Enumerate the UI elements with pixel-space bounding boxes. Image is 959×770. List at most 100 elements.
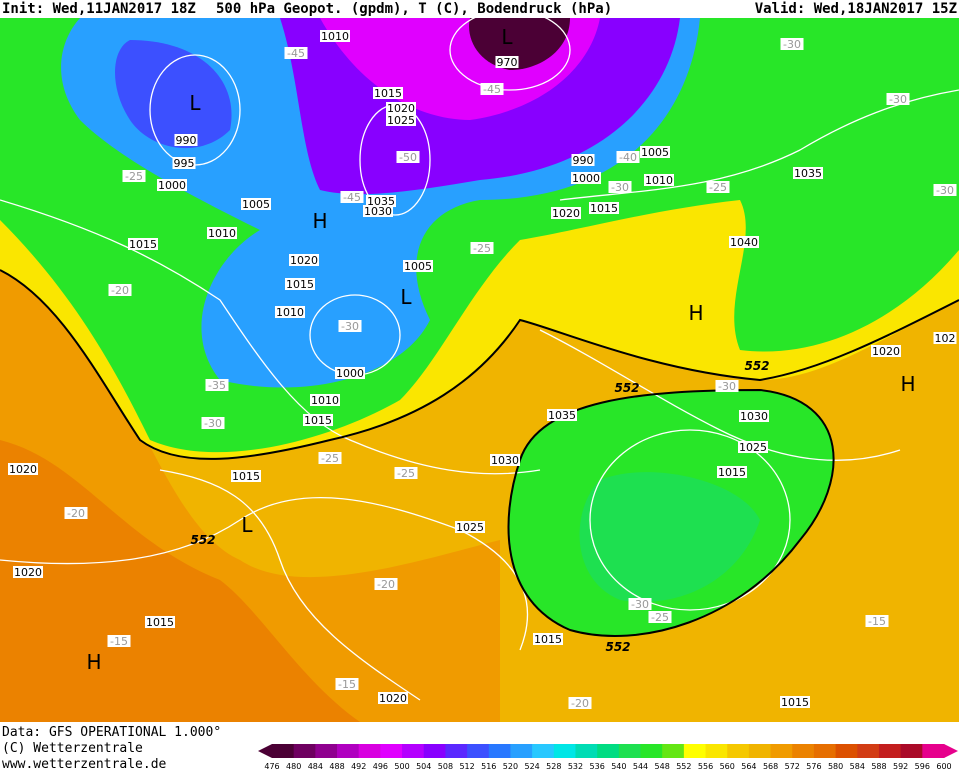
colorbar-label: 588 [871, 762, 886, 770]
colorbar-swatch [272, 744, 295, 758]
label-box [871, 345, 901, 357]
colorbar-label: 540 [611, 762, 626, 770]
label-box [205, 379, 229, 391]
temperature-label: -15 [868, 615, 886, 628]
contour-552-label: 552 [190, 533, 215, 547]
label-box [455, 521, 485, 533]
data-source: Data: GFS OPERATIONAL 1.000° [2, 725, 221, 740]
label-box [145, 616, 175, 628]
isobar-label: 1030 [491, 454, 519, 467]
colorbar-swatch [878, 744, 902, 758]
colorbar-swatch [813, 744, 837, 758]
colorbar-label: 544 [633, 762, 648, 770]
label-box [8, 463, 38, 475]
temperature-label: -30 [631, 598, 649, 611]
map-labels: 1010-45L970-30L990995-251000101510201025… [8, 25, 957, 710]
label-box [470, 242, 494, 254]
label-box [547, 409, 577, 421]
isobar-label: 1025 [739, 441, 767, 454]
label-box [374, 578, 398, 590]
colorbar-label: 596 [915, 762, 930, 770]
colorbar-swatch [315, 744, 338, 758]
label-box [739, 410, 769, 422]
temperature-label: -25 [397, 467, 415, 480]
map-title: 500 hPa Geopot. (gpdm), T (C), Bodendruc… [216, 1, 612, 17]
label-box [568, 697, 592, 709]
isobar-label: 1010 [321, 30, 349, 43]
label-box [865, 615, 889, 627]
isobar-label: 1015 [718, 466, 746, 479]
colorbar-swatch [553, 744, 576, 758]
label-box [107, 635, 131, 647]
colorbar-label: 592 [893, 762, 908, 770]
label-box [551, 207, 581, 219]
colorbar-swatch [597, 744, 620, 758]
pressure-center: L [241, 513, 253, 537]
label-box [289, 254, 319, 266]
pressure-center: L [501, 25, 513, 49]
isobar-label: 1000 [572, 172, 600, 185]
colorbar-swatch [337, 744, 360, 758]
isobar-label: 1020 [387, 102, 415, 115]
label-box [490, 454, 520, 466]
isobar-label: 1030 [740, 410, 768, 423]
temperature-label: -15 [110, 635, 128, 648]
init-time: Init: Wed,11JAN2017 18Z [2, 1, 196, 17]
colorbar-swatch [748, 744, 772, 758]
isobar-label: 1010 [645, 174, 673, 187]
isobar-label: 1005 [404, 260, 432, 273]
colorbar-label: 504 [416, 762, 431, 770]
colorbar-swatch [467, 744, 490, 758]
label-box [340, 191, 364, 203]
field-low-core [469, 18, 570, 70]
label-box [241, 198, 271, 210]
label-box [738, 441, 768, 453]
label-box [394, 467, 418, 479]
colorbar-swatch [510, 744, 533, 758]
isobar-label: 1025 [456, 521, 484, 534]
colorbar-label: 516 [481, 762, 496, 770]
colorbar-label: 476 [264, 762, 279, 770]
label-box [335, 367, 365, 379]
colorbar-label: 556 [698, 762, 713, 770]
isobar-label: 1010 [311, 394, 339, 407]
label-box [366, 195, 396, 207]
colorbar-label: 560 [720, 762, 735, 770]
isobar-label: 1035 [367, 195, 395, 208]
colorbar-swatch [402, 744, 425, 758]
temperature-label: -25 [321, 452, 339, 465]
colorbar-label: 564 [741, 762, 756, 770]
colorbar-swatch [618, 744, 642, 758]
label-box [495, 56, 519, 68]
label-box [717, 466, 747, 478]
copyright: (C) Wetterzentrale [2, 741, 143, 756]
label-box [310, 394, 340, 406]
colorbar-swatch [293, 744, 316, 758]
label-box [780, 38, 804, 50]
colorbar-swatch [835, 744, 858, 758]
contour-552 [0, 269, 959, 637]
isobar-label: 970 [497, 56, 518, 69]
label-box [128, 238, 158, 250]
temperature-label: -25 [709, 181, 727, 194]
website: www.wetterzentrale.de [2, 757, 167, 770]
isobar-label: 1015 [146, 616, 174, 629]
label-box [729, 236, 759, 248]
label-box [386, 102, 416, 114]
temperature-label: -20 [571, 697, 589, 710]
label-box [706, 181, 730, 193]
colorbar-swatch [358, 744, 381, 758]
label-box [172, 157, 196, 169]
colorbar-label: 496 [373, 762, 388, 770]
temperature-label: -25 [473, 242, 491, 255]
colorbar-swatch [922, 744, 945, 758]
temperature-label: -35 [208, 379, 226, 392]
colorbar-swatch [900, 744, 923, 758]
pressure-center: L [400, 285, 412, 309]
label-box [886, 93, 910, 105]
temperature-label: -50 [399, 151, 417, 164]
isobar-label: 1005 [242, 198, 270, 211]
colorbar-swatch [380, 744, 403, 758]
colorbar-label: 508 [438, 762, 453, 770]
